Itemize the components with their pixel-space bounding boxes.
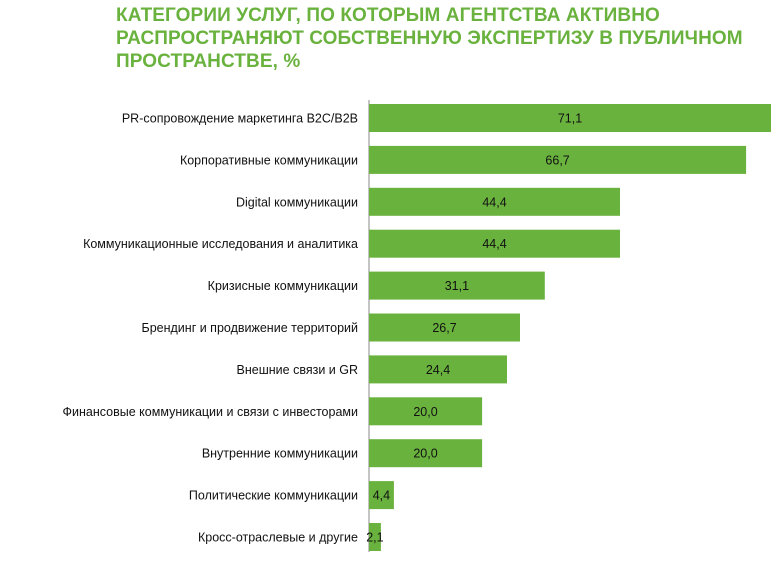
category-label: Внешние связи и GR — [237, 363, 358, 377]
bar — [369, 104, 771, 132]
bar — [369, 523, 381, 551]
bar — [369, 187, 620, 216]
bar — [369, 229, 620, 258]
value-label: 20,0 — [413, 447, 437, 461]
value-label: 31,1 — [445, 279, 469, 293]
category-label: Кризисные коммуникации — [208, 279, 358, 293]
category-label: PR-сопровождение маркетинга B2C/B2B — [122, 112, 358, 126]
value-label: 24,4 — [426, 363, 450, 377]
category-label: Коммуникационные исследования и аналитик… — [83, 237, 358, 251]
value-label: 26,7 — [432, 321, 456, 335]
category-label: Политические коммуникации — [189, 489, 358, 503]
value-label: 2,1 — [366, 531, 383, 545]
category-label: Брендинг и продвижение территорий — [142, 321, 359, 335]
bar — [369, 145, 747, 174]
category-labels-group: PR-сопровождение маркетинга B2C/B2B Корпо… — [63, 112, 359, 545]
value-label: 44,4 — [482, 237, 506, 251]
bar — [369, 439, 483, 468]
bar — [369, 397, 483, 426]
category-label: Корпоративные коммуникации — [180, 153, 358, 167]
value-labels-group: 71,1 66,7 44,4 44,4 31,1 26,7 24,4 20,0 20,0 4,4 2… — [366, 112, 582, 545]
bars-group — [369, 104, 771, 551]
value-label: 44,4 — [482, 195, 506, 209]
bar — [369, 481, 394, 510]
category-label: Кросс-отраслевые и другие — [198, 531, 358, 545]
category-label: Финансовые коммуникации и связи с инвест… — [63, 405, 358, 419]
bar — [369, 271, 545, 300]
value-label: 71,1 — [558, 112, 582, 126]
category-label: Digital коммуникации — [236, 195, 358, 209]
value-label: 20,0 — [413, 405, 437, 419]
bar — [369, 313, 520, 342]
bar — [369, 355, 507, 384]
chart-title: КАТЕГОРИИ УСЛУГ, ПО КОТОРЫМ АГЕНТСТВА АК… — [116, 5, 743, 72]
category-label: Внутренние коммуникации — [202, 447, 358, 461]
value-label: 66,7 — [545, 153, 569, 167]
value-label: 4,4 — [373, 489, 390, 503]
